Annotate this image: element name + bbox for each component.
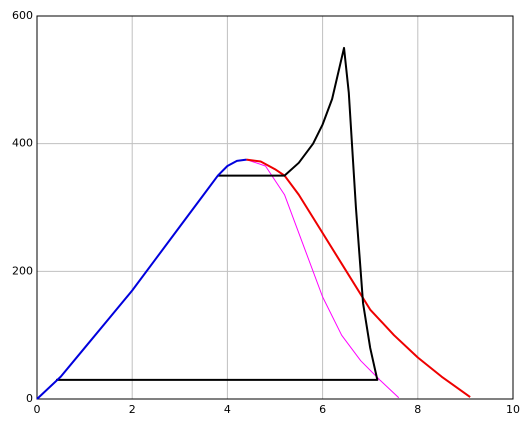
data-line (246, 158, 471, 398)
data-line (56, 46, 379, 381)
x-tick-label: 10 (506, 403, 520, 416)
x-tick-label: 4 (224, 403, 231, 416)
y-tick-label: 600 (12, 9, 33, 22)
data-line (36, 158, 247, 400)
x-tick-label: 6 (319, 403, 326, 416)
y-tick-label: 0 (26, 392, 33, 405)
y-tick-label: 200 (12, 264, 33, 277)
x-tick-label: 0 (34, 403, 41, 416)
x-tick-label: 2 (129, 403, 136, 416)
plot-frame (36, 15, 514, 400)
x-tick-label: 8 (414, 403, 421, 416)
y-tick-label: 400 (12, 137, 33, 150)
